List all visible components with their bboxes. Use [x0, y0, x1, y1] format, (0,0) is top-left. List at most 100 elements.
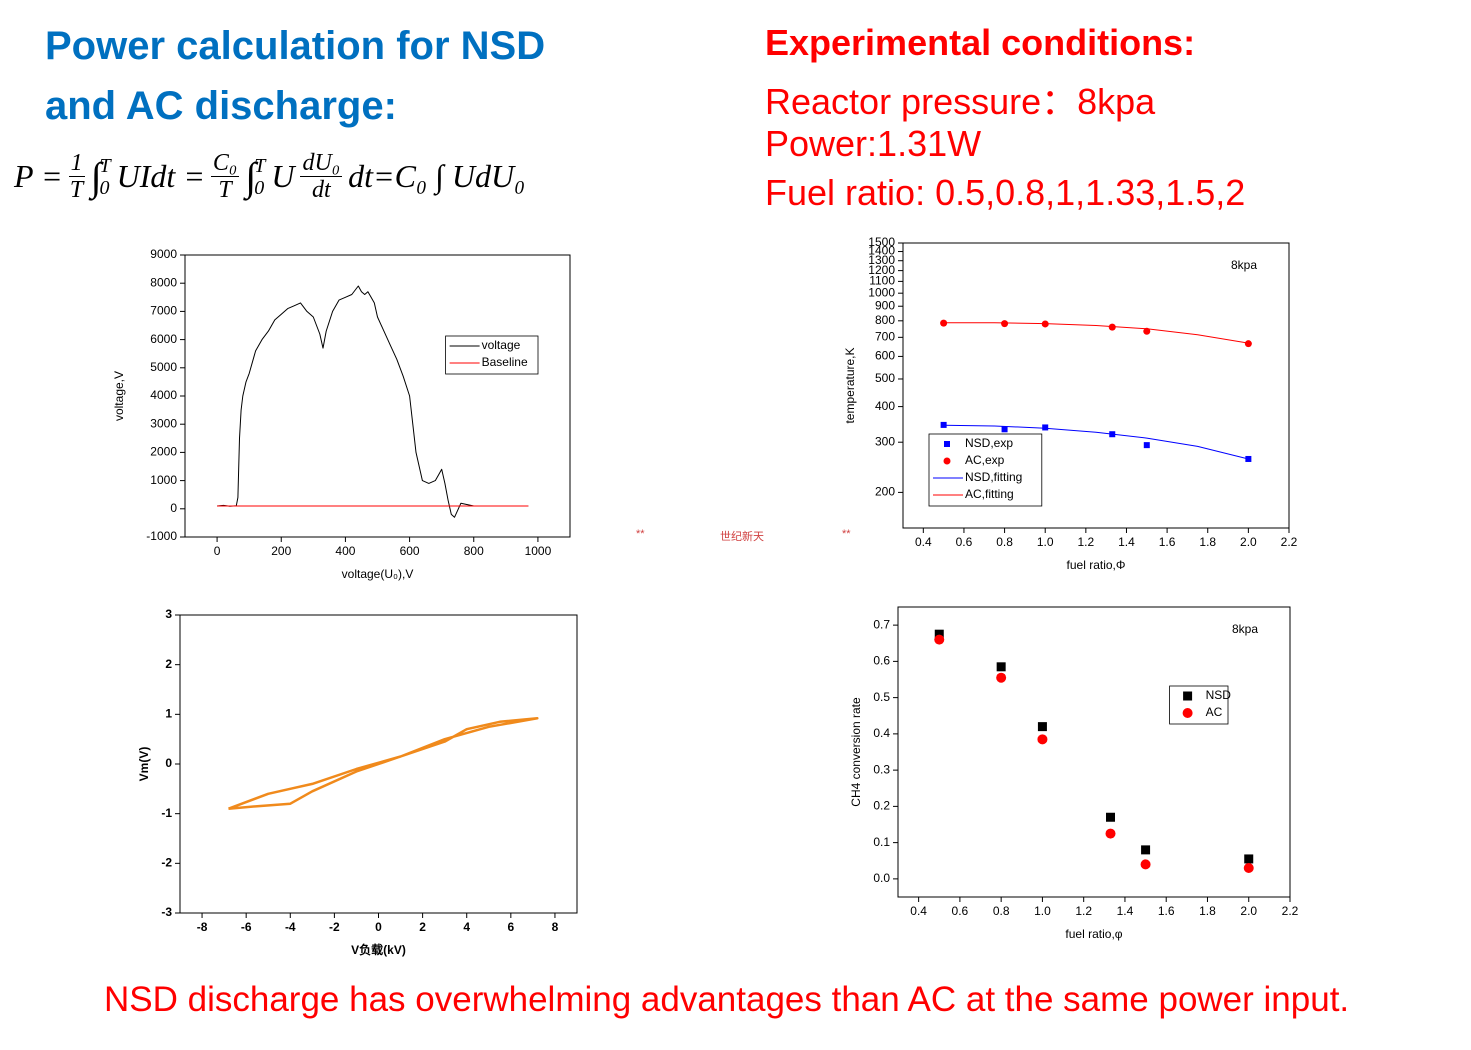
lower-limit: 0: [99, 176, 110, 199]
y-tick-label: 300: [875, 434, 895, 448]
y-tick-label: 1100: [869, 274, 895, 288]
y-tick-label: 1400: [868, 244, 895, 258]
legend-marker: [943, 457, 951, 465]
point: [1037, 734, 1048, 745]
y-tick-label: 2: [165, 657, 172, 671]
formula-text: U: [271, 158, 295, 194]
x-tick-label: 0.6: [956, 535, 973, 549]
x-tick-label: 1000: [525, 544, 552, 558]
x-axis-label: fuel ratio,Φ: [1067, 558, 1126, 572]
y-tick-label: -3: [161, 905, 172, 919]
y-axis-label: Vm(V): [137, 747, 151, 782]
legend-marker: [1183, 691, 1193, 701]
legend-label: NSD: [1206, 688, 1232, 702]
numerator: 1: [68, 150, 85, 177]
y-tick-label: 800: [875, 313, 895, 327]
y-tick-label: 1000: [150, 473, 177, 487]
point: [1106, 812, 1116, 822]
integral: ∫ T 0: [245, 153, 265, 200]
point: [1037, 722, 1047, 732]
denominator: dt: [311, 177, 331, 203]
fraction: C₀ T: [210, 150, 240, 203]
legend-label: NSD,exp: [965, 436, 1013, 450]
x-tick-label: 1.4: [1118, 535, 1135, 549]
formula-text: P =: [14, 158, 63, 194]
point: [1143, 442, 1150, 449]
numerator: dU₀: [300, 150, 343, 177]
x-axis-label: fuel ratio,φ: [1065, 927, 1122, 941]
legend-label: NSD,fitting: [965, 470, 1022, 484]
point: [1244, 854, 1254, 864]
point: [1042, 424, 1049, 431]
legend-label: AC,exp: [965, 453, 1005, 467]
x-tick-label: -4: [285, 920, 296, 934]
y-tick-label: 7000: [150, 304, 177, 318]
annotation: 8kpa: [1232, 622, 1258, 636]
chart: -8 -6 -4 -2 0 2 4 6 8 -3 -2 -1 0 1 2 3 V负载(kV) Vm(V): [137, 607, 578, 957]
y-tick-label: 0.7: [873, 617, 890, 631]
x-tick-label: 2: [419, 920, 426, 934]
x-tick-label: 0: [214, 544, 221, 558]
plot-frame: [902, 242, 1290, 529]
denominator: T: [69, 177, 84, 203]
point: [934, 634, 945, 645]
y-tick-label: -1000: [146, 529, 177, 543]
x-tick-label: 1.6: [1158, 904, 1175, 918]
point: [996, 662, 1006, 672]
y-tick-label: -2: [161, 856, 172, 870]
numerator: C₀: [210, 150, 240, 177]
conditions-title: Experimental conditions:: [765, 22, 1196, 63]
x-tick-label: 1.0: [1034, 904, 1051, 918]
legend-label: AC,fitting: [965, 487, 1014, 501]
y-tick-label: 0.2: [873, 799, 890, 813]
legend-frame: [1169, 685, 1229, 725]
plot-frame: [897, 606, 1291, 898]
x-tick-label: 0.8: [993, 904, 1010, 918]
y-tick-label: 0.1: [873, 835, 890, 849]
integral-sign: ∫: [90, 154, 102, 199]
x-tick-label: 2.2: [1282, 904, 1299, 918]
x-tick-label: 2.0: [1240, 904, 1257, 918]
legend-marker: [1182, 708, 1193, 718]
formula-text: dt=C₀ ∫ UdU₀: [348, 158, 526, 194]
series-line: [217, 285, 529, 518]
series-line: [943, 322, 1249, 344]
legend-frame: [445, 335, 539, 375]
chart: 0.4 0.6 0.8 1.0 1.2 1.4 1.6 1.8 2.0 2.2 200 300 400 5…: [843, 235, 1297, 572]
x-axis-label: voltage(U₀),V: [342, 567, 414, 581]
integral-sign: ∫: [245, 154, 257, 199]
x-tick-label: 0: [375, 920, 382, 934]
condition-line: Fuel ratio: 0.5,0.8,1,1.33,1.5,2: [765, 172, 1246, 213]
x-tick-label: 0.6: [952, 904, 969, 918]
point: [1143, 327, 1151, 335]
x-tick-label: 800: [464, 544, 484, 558]
point: [1001, 426, 1008, 433]
upper-limit: T: [99, 154, 111, 177]
y-tick-label: 0.6: [873, 654, 890, 668]
x-tick-label: 1.2: [1075, 904, 1092, 918]
y-tick-label: 0.3: [873, 762, 890, 776]
x-tick-label: -2: [329, 920, 340, 934]
condition-line: Power:1.31W: [765, 123, 982, 164]
x-tick-label: 0.8: [996, 535, 1013, 549]
y-tick-label: 600: [875, 349, 895, 363]
x-tick-label: 1.6: [1159, 535, 1176, 549]
legend-label: voltage: [482, 338, 521, 352]
y-tick-label: 6000: [150, 332, 177, 346]
y-tick-label: 2000: [150, 445, 177, 459]
series-line: [943, 424, 1249, 460]
y-tick-label: 1200: [868, 263, 895, 277]
x-tick-label: 1.0: [1037, 535, 1054, 549]
chart: 0 200 400 600 800 1000 -1000 0 1000 2000 3000 4000 5…: [112, 247, 571, 581]
conclusion: NSD discharge has overwhelming advantage…: [104, 980, 1350, 1019]
point: [1108, 323, 1116, 331]
condition-line: Reactor pressure：8kpa: [765, 81, 1156, 122]
x-tick-label: 0.4: [910, 904, 927, 918]
x-axis-label: V负载(kV): [351, 942, 406, 957]
y-tick-label: 1: [165, 707, 172, 721]
y-tick-label: 8000: [150, 275, 177, 289]
x-tick-label: 4: [463, 920, 470, 934]
x-tick-label: 600: [400, 544, 420, 558]
